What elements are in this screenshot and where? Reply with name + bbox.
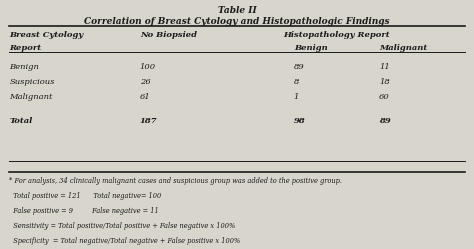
Text: Total positive = 121      Total negative= 100: Total positive = 121 Total negative= 100 <box>9 192 162 200</box>
Text: 61: 61 <box>140 93 151 101</box>
Text: 100: 100 <box>140 63 156 71</box>
Text: 11: 11 <box>379 63 390 71</box>
Text: Sensitivity = Total positive/Total positive + False negative x 100%: Sensitivity = Total positive/Total posit… <box>9 222 236 230</box>
Text: No Biopsied: No Biopsied <box>140 31 197 39</box>
Text: Malignant: Malignant <box>9 93 53 101</box>
Text: Breast Cytology: Breast Cytology <box>9 31 84 39</box>
Text: 1: 1 <box>294 93 299 101</box>
Text: Table II: Table II <box>218 6 256 15</box>
Text: 89: 89 <box>294 63 305 71</box>
Text: 187: 187 <box>140 117 157 125</box>
Text: Malignant: Malignant <box>379 44 428 52</box>
Text: 60: 60 <box>379 93 390 101</box>
Text: False positive = 9         False negative = 11: False positive = 9 False negative = 11 <box>9 207 159 215</box>
Text: Correlation of Breast Cytology and Histopathologic Findings: Correlation of Breast Cytology and Histo… <box>84 17 390 26</box>
Text: 8: 8 <box>294 78 299 86</box>
Text: Benign: Benign <box>294 44 328 52</box>
Text: 98: 98 <box>294 117 306 125</box>
Text: * For analysis, 34 clinically malignant cases and suspicious group was added to : * For analysis, 34 clinically malignant … <box>9 177 343 185</box>
Text: Suspicious: Suspicious <box>9 78 55 86</box>
Text: 89: 89 <box>379 117 391 125</box>
Text: Total: Total <box>9 117 33 125</box>
Text: Histopathology Report: Histopathology Report <box>283 31 390 39</box>
Text: Benign: Benign <box>9 63 39 71</box>
Text: Report: Report <box>9 44 42 52</box>
Text: 18: 18 <box>379 78 390 86</box>
Text: Specificity  = Total negative/Total negative + False positive x 100%: Specificity = Total negative/Total negat… <box>9 237 241 245</box>
Text: 26: 26 <box>140 78 151 86</box>
